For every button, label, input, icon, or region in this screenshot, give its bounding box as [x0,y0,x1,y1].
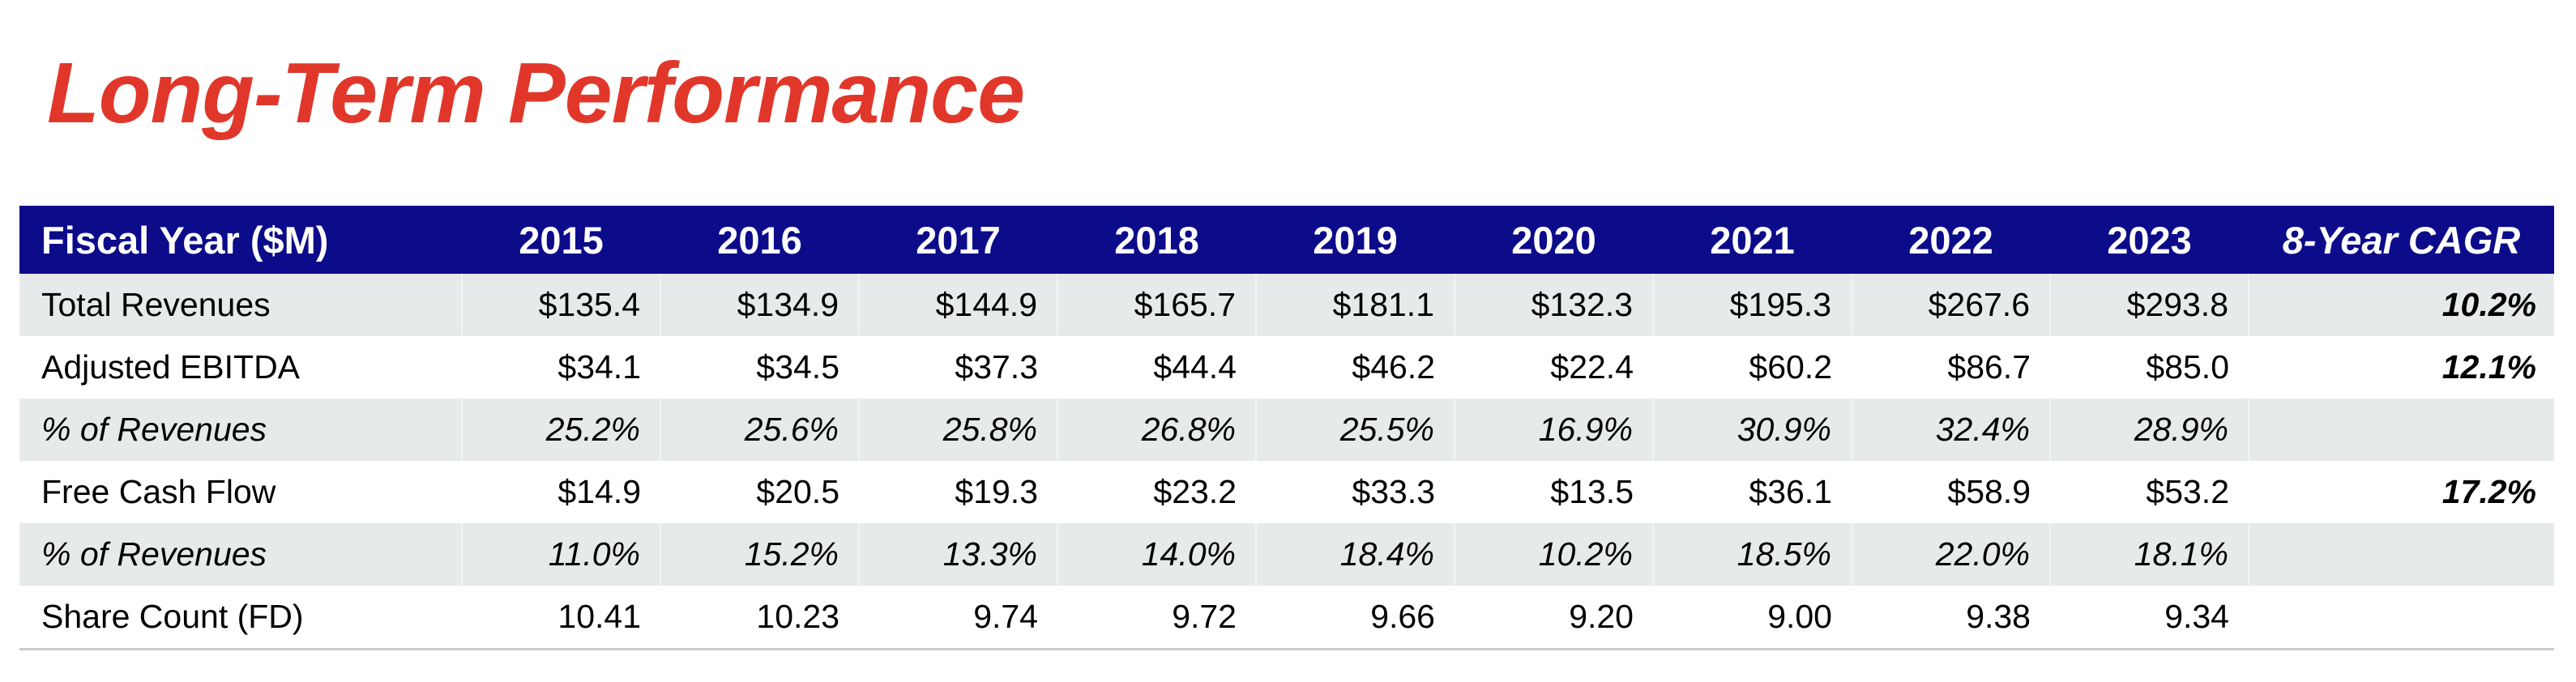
table-cell: 9.74 [859,586,1057,650]
table-row-ebitda-margin: % of Revenues 25.2% 25.6% 25.8% 26.8% 25… [19,399,2554,461]
cagr-cell: 17.2% [2441,473,2536,510]
table-row-free-cash-flow: Free Cash Flow $14.9 $20.5 $19.3 $23.2 $… [19,461,2554,523]
table-cell: 25.8% [858,399,1057,461]
table-cell: $144.9 [858,274,1057,336]
table-cell: $135.4 [461,274,660,336]
header-year: 2023 [2050,206,2249,274]
table-cell: $19.3 [955,473,1038,510]
table-cell: 9.00 [1653,586,1852,650]
table-cell: $53.2 [2146,473,2229,510]
table-cell: $165.7 [1057,274,1256,336]
row-label: Share Count (FD) [19,586,462,650]
page-title: Long-Term Performance [47,45,1025,141]
table-cell: $36.1 [1749,473,1832,510]
table-cell: 32.4% [1851,399,2050,461]
table-cell: $60.2 [1749,348,1832,386]
table-cell: $195.3 [1652,274,1852,336]
table-cell: 22.0% [1851,523,2050,586]
table-cell: 9.72 [1057,586,1256,650]
table-cell: 30.9% [1652,399,1852,461]
table-cell: $85.0 [2146,348,2229,386]
table-cell: 18.1% [2049,523,2249,586]
table-cell: 18.4% [1255,523,1455,586]
table-cell: 11.0% [461,523,660,586]
row-label: % of Revenues [19,399,462,461]
table-cell: 25.2% [461,399,660,461]
table-row-total-revenues: Total Revenues $135.4 $134.9 $144.9 $165… [19,274,2554,336]
header-year: 2021 [1653,206,1852,274]
table-row-adjusted-ebitda: Adjusted EBITDA $34.1 $34.5 $37.3 $44.4 … [19,336,2554,399]
header-year: 2022 [1852,206,2050,274]
table-cell: 18.5% [1652,523,1852,586]
table-cell: $14.9 [557,473,641,510]
table-cell: 9.20 [1455,586,1653,650]
table-row-fcf-margin: % of Revenues 11.0% 15.2% 13.3% 14.0% 18… [19,523,2554,586]
table-cell: $34.5 [756,348,839,386]
row-label: Adjusted EBITDA [41,348,301,386]
table-cell: $132.3 [1454,274,1653,336]
header-cagr: 8-Year CAGR [2249,206,2554,274]
header-year: 2019 [1256,206,1455,274]
table-cell: $293.8 [2049,274,2249,336]
table-cell: 26.8% [1057,399,1256,461]
header-year: 2020 [1455,206,1653,274]
header-year: 2018 [1057,206,1256,274]
table-cell: 10.23 [660,586,859,650]
table-cell: 15.2% [660,523,859,586]
table-cell: 13.3% [858,523,1057,586]
row-label: % of Revenues [19,523,462,586]
table-cell: $23.2 [1153,473,1237,510]
table-cell: 16.9% [1454,399,1653,461]
performance-table: Fiscal Year ($M) 2015 2016 2017 2018 201… [19,206,2554,650]
table-cell: $44.4 [1153,348,1237,386]
table-cell: $20.5 [756,473,839,510]
cagr-cell [2248,523,2554,586]
header-year: 2017 [859,206,1057,274]
table-cell: $37.3 [955,348,1038,386]
header-year: 2015 [462,206,660,274]
cagr-cell [2249,586,2554,650]
table-cell: $134.9 [660,274,859,336]
table-cell: 9.38 [1852,586,2050,650]
table-cell: 28.9% [2049,399,2249,461]
table-cell: $22.4 [1550,348,1634,386]
table-cell: 10.41 [462,586,660,650]
table-row-share-count: Share Count (FD) 10.41 10.23 9.74 9.72 9… [19,586,2554,650]
table-cell: 25.6% [660,399,859,461]
table-cell: $13.5 [1550,473,1634,510]
header-fiscal-year: Fiscal Year ($M) [19,206,462,274]
table-cell: $34.1 [557,348,641,386]
cagr-cell [2248,399,2554,461]
table-cell: 14.0% [1057,523,1256,586]
row-label: Total Revenues [19,274,462,336]
table-cell: $181.1 [1255,274,1455,336]
row-label: Free Cash Flow [41,473,276,510]
cagr-cell: 12.1% [2441,348,2536,386]
table-cell: $267.6 [1851,274,2050,336]
table-cell: 9.66 [1256,586,1455,650]
table-cell: $86.7 [1947,348,2031,386]
table-cell: $46.2 [1352,348,1435,386]
table-cell: 9.34 [2050,586,2249,650]
header-year: 2016 [660,206,859,274]
cagr-cell: 10.2% [2248,274,2554,336]
table-cell: 25.5% [1255,399,1455,461]
table-header-row: Fiscal Year ($M) 2015 2016 2017 2018 201… [19,206,2554,274]
table-cell: 10.2% [1454,523,1653,586]
table-cell: $33.3 [1352,473,1435,510]
table-cell: $58.9 [1947,473,2031,510]
